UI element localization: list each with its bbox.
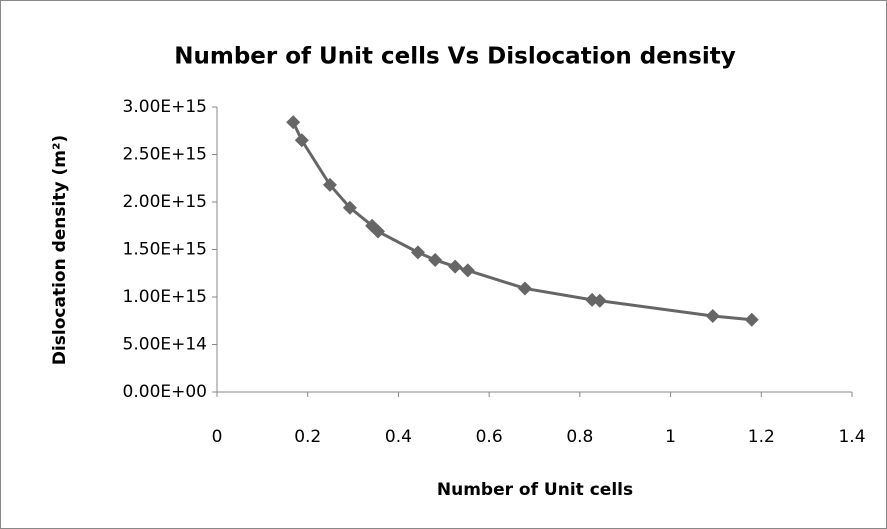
data-point xyxy=(460,263,475,278)
y-tick-label: 5.00E+14 xyxy=(123,335,207,355)
y-tick-label: 2.50E+15 xyxy=(123,145,207,165)
x-tick-label: 0.4 xyxy=(385,427,412,447)
x-tick-label: 1.2 xyxy=(748,427,775,447)
data-point xyxy=(294,133,309,148)
y-tick-label: 3.00E+15 xyxy=(123,97,207,117)
data-point xyxy=(286,115,301,130)
x-tick-label: 0.2 xyxy=(294,427,321,447)
x-tick-label: 1.4 xyxy=(838,427,865,447)
data-point xyxy=(322,177,337,192)
y-axis-label: Dislocation density (m²) xyxy=(50,135,70,365)
data-point xyxy=(517,281,532,296)
data-point xyxy=(744,312,759,327)
data-point xyxy=(428,252,443,267)
data-point xyxy=(592,293,607,308)
data-point xyxy=(448,259,463,274)
y-tick-label: 2.00E+15 xyxy=(123,192,207,212)
chart-title: Number of Unit cells Vs Dislocation dens… xyxy=(174,44,736,70)
x-axis-label: Number of Unit cells xyxy=(437,480,633,500)
x-tick-label: 0 xyxy=(212,427,223,447)
x-tick-label: 0.8 xyxy=(566,427,593,447)
data-point xyxy=(371,224,386,239)
y-tick-label: 1.50E+15 xyxy=(123,240,207,260)
x-tick-label: 1 xyxy=(665,427,676,447)
y-tick-label: 0.00E+00 xyxy=(123,382,207,402)
data-point xyxy=(342,200,357,215)
y-tick-label: 1.00E+15 xyxy=(123,287,207,307)
data-point xyxy=(410,245,425,260)
x-tick-label: 0.6 xyxy=(476,427,503,447)
data-point xyxy=(705,309,720,323)
